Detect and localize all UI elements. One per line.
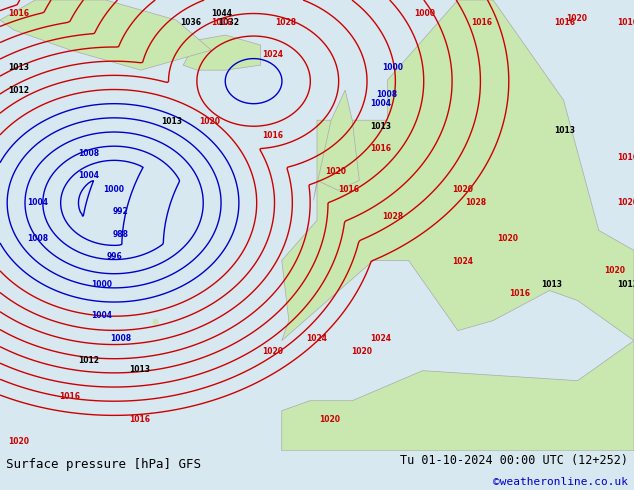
Polygon shape — [0, 0, 211, 70]
Text: 1012: 1012 — [78, 356, 100, 365]
Text: Tu 01-10-2024 00:00 UTC (12+252): Tu 01-10-2024 00:00 UTC (12+252) — [399, 454, 628, 467]
Text: 1016: 1016 — [211, 18, 233, 27]
Text: 1000: 1000 — [91, 279, 112, 289]
Polygon shape — [313, 90, 359, 200]
Text: 1020: 1020 — [319, 415, 340, 424]
Text: 1020: 1020 — [351, 347, 372, 356]
Text: 1016: 1016 — [553, 18, 575, 27]
Text: 1016: 1016 — [617, 18, 634, 27]
Polygon shape — [281, 0, 634, 341]
Text: 1020: 1020 — [496, 234, 518, 244]
Text: 1016: 1016 — [129, 415, 150, 424]
Text: 988: 988 — [112, 230, 129, 239]
Text: 1016: 1016 — [471, 18, 493, 27]
Text: 1020: 1020 — [566, 14, 588, 23]
Text: 1000: 1000 — [103, 185, 125, 194]
Text: 1008: 1008 — [78, 149, 100, 158]
Text: 1024: 1024 — [452, 257, 474, 266]
Text: 1013: 1013 — [8, 63, 30, 72]
Text: 1036: 1036 — [179, 18, 201, 27]
Text: 1008: 1008 — [376, 90, 398, 99]
Text: 1008: 1008 — [110, 334, 131, 343]
Text: 1020: 1020 — [617, 198, 634, 207]
Text: 1016: 1016 — [370, 144, 391, 153]
Polygon shape — [183, 35, 261, 70]
Text: 1028: 1028 — [275, 18, 296, 27]
Text: 1004: 1004 — [91, 311, 112, 320]
Text: 1016: 1016 — [262, 131, 283, 140]
Text: Surface pressure [hPa] GFS: Surface pressure [hPa] GFS — [6, 458, 202, 471]
Text: 1024: 1024 — [370, 334, 391, 343]
Text: ©weatheronline.co.uk: ©weatheronline.co.uk — [493, 477, 628, 487]
Text: 1020: 1020 — [452, 185, 474, 194]
Text: 1016: 1016 — [509, 289, 531, 297]
Text: 1024: 1024 — [306, 334, 328, 343]
Text: 1013: 1013 — [617, 279, 634, 289]
Text: 1000: 1000 — [382, 63, 404, 72]
Text: 1000: 1000 — [414, 9, 436, 18]
Text: 1020: 1020 — [262, 347, 283, 356]
Polygon shape — [281, 341, 634, 451]
Text: 1028: 1028 — [465, 198, 486, 207]
Text: 1020: 1020 — [8, 437, 30, 446]
Text: 1028: 1028 — [382, 212, 404, 221]
Text: 1032: 1032 — [217, 18, 239, 27]
Text: 1004: 1004 — [27, 198, 49, 207]
Text: 992: 992 — [113, 207, 128, 217]
Text: 1016: 1016 — [8, 9, 30, 18]
Text: 1020: 1020 — [604, 266, 626, 275]
Text: 1016: 1016 — [338, 185, 359, 194]
Text: 1020: 1020 — [325, 167, 347, 176]
Text: 1016: 1016 — [59, 392, 81, 401]
Text: 1013: 1013 — [541, 279, 562, 289]
Text: 1012: 1012 — [8, 86, 30, 95]
Text: 1004: 1004 — [370, 99, 391, 108]
Text: 1008: 1008 — [27, 234, 49, 244]
Text: 1013: 1013 — [370, 122, 391, 131]
Text: 1016: 1016 — [617, 153, 634, 162]
Text: 1024: 1024 — [262, 49, 283, 59]
Text: 1004: 1004 — [78, 172, 100, 180]
Text: 996: 996 — [107, 252, 122, 262]
Text: 1044: 1044 — [211, 9, 233, 18]
Text: 1013: 1013 — [160, 117, 182, 126]
Text: 1013: 1013 — [553, 126, 575, 135]
Text: 1020: 1020 — [198, 117, 220, 126]
Text: 1013: 1013 — [129, 365, 150, 374]
